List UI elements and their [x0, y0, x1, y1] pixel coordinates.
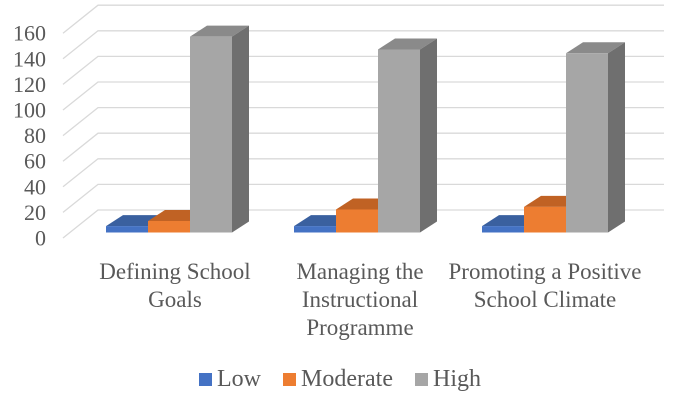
- legend-item-moderate: Moderate: [283, 366, 393, 392]
- gridline: [62, 55, 664, 85]
- y-tick-label: 80: [24, 123, 46, 148]
- gridline: [62, 209, 664, 239]
- bar-top-high: [378, 38, 437, 50]
- bar-low: [106, 226, 148, 233]
- bar-moderate: [336, 209, 378, 233]
- gridline: [62, 30, 664, 60]
- bar-top-high: [190, 25, 249, 37]
- y-tick-label: 120: [13, 72, 46, 97]
- legend: Low Moderate High: [0, 366, 680, 392]
- bar-side-high: [232, 25, 249, 233]
- y-tick-label: 20: [24, 200, 46, 225]
- y-tick-label: 160: [13, 21, 46, 46]
- category-label-promoting-positive-school-climate: Promoting a Positive School Climate: [448, 259, 642, 312]
- category-label-defining-school-goals: Defining School Goals: [99, 259, 251, 312]
- bar-low: [482, 226, 524, 233]
- gridline: [62, 183, 664, 213]
- bar-high: [378, 49, 420, 233]
- gridline: [62, 4, 664, 34]
- bar-moderate: [524, 206, 566, 233]
- bar-top-high: [566, 42, 625, 54]
- bar-high: [566, 53, 608, 233]
- y-tick-label: 40: [24, 174, 46, 199]
- bar-side-high: [420, 38, 437, 233]
- legend-item-high: High: [414, 366, 481, 392]
- legend-label-moderate: Moderate: [301, 366, 393, 392]
- moderate-series-swatch-icon: [283, 372, 297, 386]
- bar-moderate: [148, 220, 190, 233]
- legend-label-low: Low: [217, 366, 262, 392]
- gridline: [62, 158, 664, 188]
- y-tick-label: 60: [24, 149, 46, 174]
- y-tick-label: 0: [35, 226, 46, 251]
- y-tick-label: 140: [13, 46, 46, 71]
- y-tick-label: 100: [13, 98, 46, 123]
- gridline: [62, 106, 664, 137]
- bar-high: [190, 36, 232, 233]
- category-label-managing-instructional-programme: Managing the Instructional Programme: [296, 259, 424, 340]
- bar-side-high: [608, 42, 625, 233]
- gridline: [62, 81, 664, 111]
- high-series-swatch-icon: [414, 372, 428, 386]
- low-series-swatch-icon: [199, 372, 213, 386]
- legend-item-low: Low: [199, 366, 261, 392]
- gridline: [62, 132, 664, 162]
- legend-label-high: High: [432, 366, 481, 392]
- bar-low: [294, 226, 336, 233]
